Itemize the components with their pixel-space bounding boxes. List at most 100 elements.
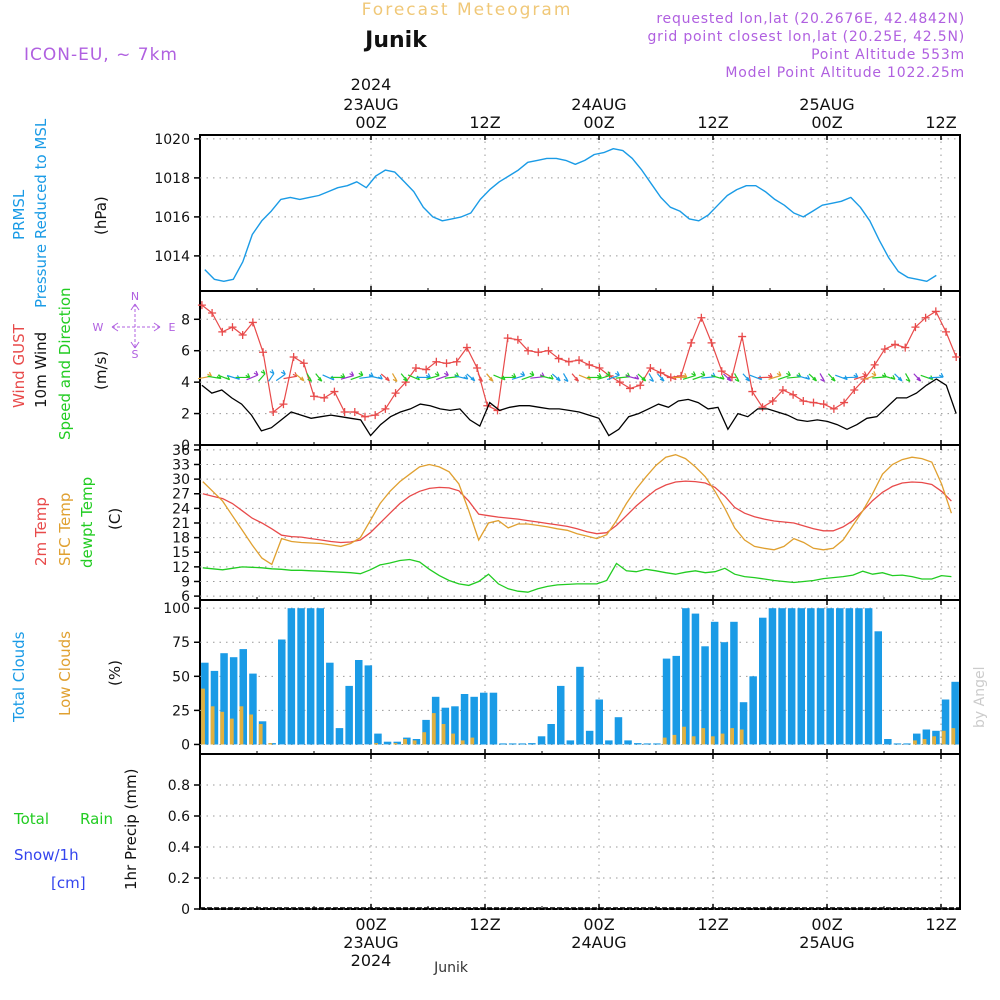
low-cloud-bar xyxy=(374,743,378,745)
total-cloud-bar xyxy=(653,743,661,745)
wind-direction-arrow xyxy=(777,371,791,381)
low-cloud-bar xyxy=(422,732,427,745)
wind-direction-arrow xyxy=(692,371,706,381)
wind-direction-arrow xyxy=(501,373,517,379)
y-tick-label: 0 xyxy=(181,737,190,753)
low-cloud-bar xyxy=(701,728,706,745)
temp-2m-line xyxy=(202,480,952,544)
total-cloud-bar xyxy=(864,608,873,745)
gust-marker xyxy=(931,307,940,316)
wind-direction-arrow xyxy=(315,373,323,382)
gust-marker xyxy=(626,384,635,393)
total-cloud-bar xyxy=(374,733,382,745)
gust-marker xyxy=(269,408,278,416)
wind-direction-arrow xyxy=(436,371,449,381)
y-tick-label: 15 xyxy=(172,545,190,561)
bottom-time-label: 12Z xyxy=(697,915,728,934)
wind-direction-arrow xyxy=(648,373,655,382)
total-cloud-bar xyxy=(874,631,882,745)
total-cloud-bar xyxy=(326,662,334,745)
total-cloud-bar xyxy=(662,658,671,745)
gust-marker xyxy=(422,365,431,374)
temp-sfc-line xyxy=(202,454,953,566)
total-cloud-bar xyxy=(287,608,296,745)
y-tick-label: 2 xyxy=(181,407,190,423)
compass-rose: N S W E xyxy=(93,290,176,361)
gust-marker xyxy=(554,354,563,363)
gust-marker xyxy=(778,386,787,394)
gust-marker xyxy=(248,318,257,327)
wind-10m-label: 10m Wind xyxy=(32,332,50,408)
panel-frames: 1014101610181020024686912151821242730333… xyxy=(154,132,961,918)
footer-location: Junik xyxy=(433,960,469,976)
total-cloud-bar xyxy=(480,692,488,745)
gust-marker xyxy=(279,400,288,409)
y-tick-label: 0.8 xyxy=(168,778,190,794)
gust-marker xyxy=(575,356,584,365)
total-cloud-bar xyxy=(451,706,459,745)
gust-marker xyxy=(636,381,645,390)
total-cloud-bar xyxy=(528,743,536,745)
gust-marker xyxy=(473,364,482,372)
low-cloud-bar xyxy=(249,714,253,745)
total-cloud-bar xyxy=(941,699,950,745)
gust-marker xyxy=(462,343,471,352)
wind-direction-arrow xyxy=(625,374,640,380)
low-cloud-bar xyxy=(460,740,465,745)
gust-marker xyxy=(371,411,380,420)
cloud-low-label: Low Clouds xyxy=(56,631,74,716)
gust-marker xyxy=(911,323,920,332)
y-tick-label: 0 xyxy=(181,438,190,454)
total-cloud-bar xyxy=(730,621,738,745)
top-time-label: 12Z xyxy=(697,113,728,132)
low-cloud-bar xyxy=(431,713,436,745)
total-cloud-bar xyxy=(518,743,526,745)
wind-direction-arrow xyxy=(521,371,535,381)
total-cloud-bar xyxy=(364,665,373,745)
gust-marker xyxy=(891,340,900,349)
low-cloud-bar xyxy=(239,706,244,745)
gust-marker xyxy=(218,327,227,336)
low-cloud-bar xyxy=(710,736,715,745)
low-cloud-bar xyxy=(258,724,263,745)
total-cloud-bar xyxy=(605,740,613,745)
gust-marker xyxy=(513,335,522,344)
total-cloud-bar xyxy=(355,660,363,745)
total-cloud-bar xyxy=(316,608,324,745)
wind-unit: (m/s) xyxy=(92,351,110,390)
total-cloud-bar xyxy=(768,608,777,745)
gust-marker xyxy=(442,359,451,368)
total-cloud-bar xyxy=(422,719,430,745)
y-tick-label: 30 xyxy=(172,472,190,488)
gust-marker xyxy=(921,313,930,322)
wind-direction-arrow xyxy=(657,373,665,382)
low-cloud-bar xyxy=(470,737,475,745)
wind-direction-arrow xyxy=(863,371,877,381)
total-cloud-bar xyxy=(816,608,825,745)
y-tick-label: 75 xyxy=(172,635,190,651)
wind-direction-arrow xyxy=(380,373,390,382)
top-time-label: 25AUG xyxy=(799,95,854,114)
temp-2m-label: 2m Temp xyxy=(32,497,50,566)
y-tick-label: 0.6 xyxy=(168,809,190,825)
credit-watermark: by Angel xyxy=(972,667,988,728)
wind-direction-arrow xyxy=(306,373,313,382)
bottom-time-label: 23AUG xyxy=(343,933,398,952)
top-time-label: 00Z xyxy=(355,113,386,132)
wind-direction-arrow xyxy=(235,373,251,379)
bottom-time-label: 2024 xyxy=(351,951,392,970)
gust-marker xyxy=(870,360,879,369)
low-cloud-bar xyxy=(941,730,946,745)
low-cloud-bar xyxy=(691,736,696,745)
wind-direction-arrow xyxy=(742,373,751,382)
y-tick-label: 36 xyxy=(172,443,190,459)
low-cloud-bar xyxy=(412,740,417,745)
precip-axis-label: 1hr Precip (mm) xyxy=(122,769,140,890)
wind-direction-arrow xyxy=(217,374,231,381)
wind-direction-arrow xyxy=(597,371,611,380)
wind-direction-arrow xyxy=(426,371,440,380)
wind-direction-arrow xyxy=(853,371,867,380)
total-cloud-bar xyxy=(624,740,632,745)
gust-marker xyxy=(768,397,777,405)
